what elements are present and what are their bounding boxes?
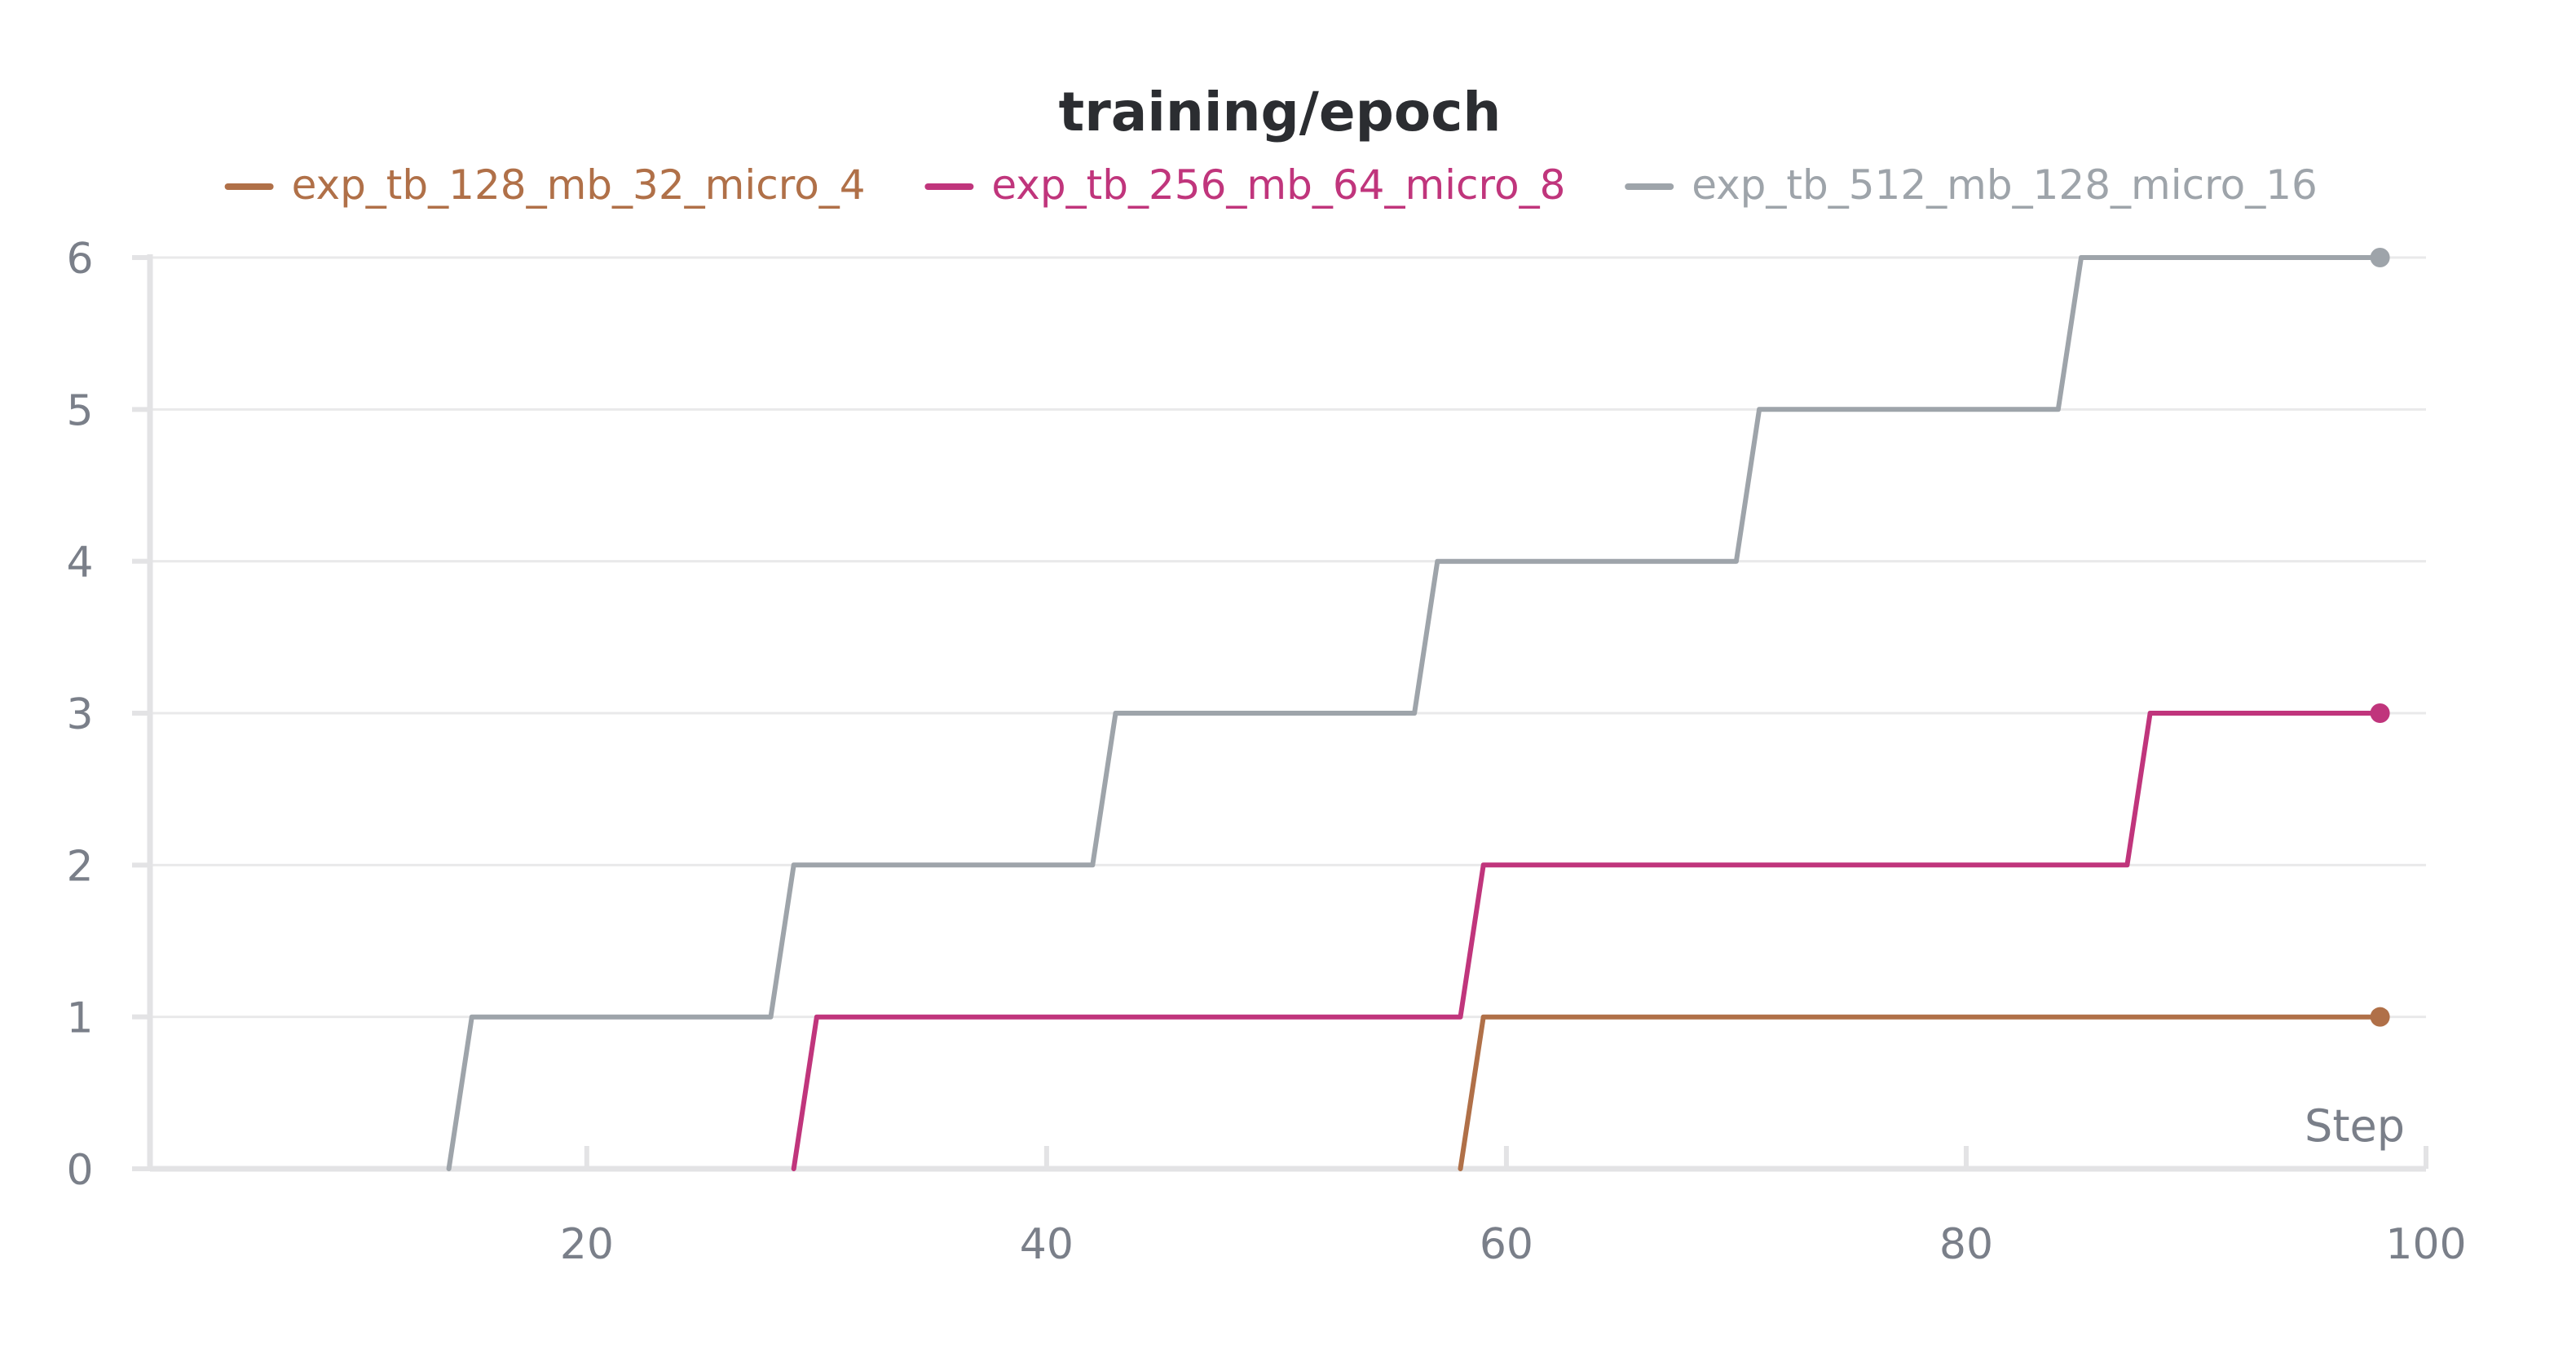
legend-label: exp_tb_512_mb_128_micro_16 [1692, 161, 2318, 209]
legend-label: exp_tb_128_mb_32_micro_4 [292, 161, 866, 209]
legend-item[interactable]: exp_tb_512_mb_128_micro_16 [1625, 161, 2318, 209]
x-tick-label: 60 [1480, 1220, 1533, 1269]
series-line[interactable] [1458, 1014, 2383, 1171]
x-tick-label: 100 [2385, 1220, 2466, 1269]
x-tick-label: 80 [1939, 1220, 1993, 1269]
y-tick-label: 0 [66, 1146, 93, 1195]
series-line[interactable] [791, 711, 2383, 1171]
series-line[interactable] [446, 255, 2383, 1171]
y-tick-label: 4 [66, 539, 93, 588]
y-tick-label: 2 [66, 842, 93, 891]
x-tick-label: 40 [1020, 1220, 1074, 1269]
y-tick-label: 3 [66, 690, 93, 739]
y-tick-label: 5 [66, 386, 93, 435]
legend-label: exp_tb_256_mb_64_micro_8 [991, 161, 1565, 209]
axes: 0 1 2 3 4 5 6 20 40 60 80 100 [66, 235, 2466, 1269]
x-axis-label: Step [2305, 1100, 2405, 1152]
y-tick-label: 1 [66, 994, 93, 1043]
series-end-point[interactable] [2370, 248, 2390, 267]
chart-title: training/epoch [1059, 81, 1502, 143]
x-tick-label: 20 [560, 1220, 614, 1269]
series-end-point[interactable] [2370, 1007, 2390, 1027]
grid-lines [150, 256, 2426, 1019]
series-layer [446, 248, 2390, 1171]
legend: exp_tb_128_mb_32_micro_4 exp_tb_256_mb_64… [224, 161, 2318, 209]
legend-item[interactable]: exp_tb_256_mb_64_micro_8 [924, 161, 1565, 209]
y-tick-label: 6 [66, 235, 93, 284]
legend-item[interactable]: exp_tb_128_mb_32_micro_4 [224, 161, 866, 209]
series-end-point[interactable] [2370, 703, 2390, 723]
